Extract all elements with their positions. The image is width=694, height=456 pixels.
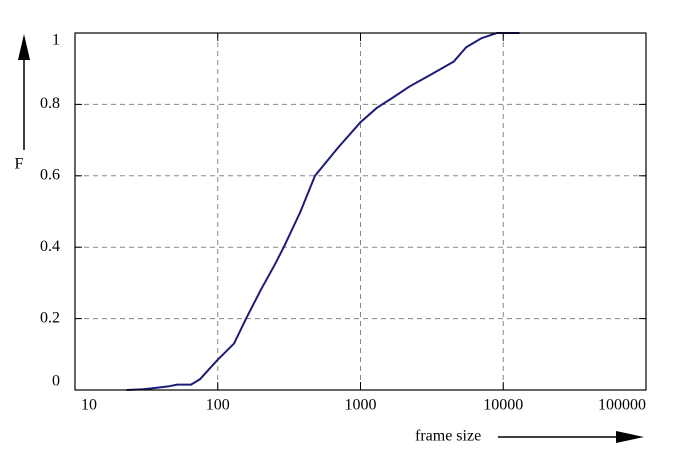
- plot-area: [75, 32, 646, 391]
- y-tick-label: 0.4: [40, 238, 60, 255]
- x-tick-label: 10000: [483, 397, 523, 414]
- plot-frame: [74, 32, 647, 391]
- x-axis-arrowhead: [616, 431, 644, 443]
- y-tick-label: 0.2: [40, 309, 60, 326]
- x-tick-label: 100: [206, 397, 230, 414]
- y-tick-label: 1: [52, 32, 60, 49]
- y-axis-arrowhead: [18, 34, 30, 60]
- y-tick-label: 0.6: [40, 166, 60, 183]
- line-series: [126, 32, 520, 391]
- y-tick-label: 0: [52, 373, 60, 390]
- x-tick-label: 1000: [345, 397, 377, 414]
- y-axis-label: F: [15, 156, 24, 173]
- x-axis-label: frame size: [415, 428, 481, 445]
- x-tick-label: 10: [81, 397, 97, 414]
- y-tick-label: 0.8: [40, 95, 60, 112]
- x-tick-label: 100000: [598, 397, 646, 414]
